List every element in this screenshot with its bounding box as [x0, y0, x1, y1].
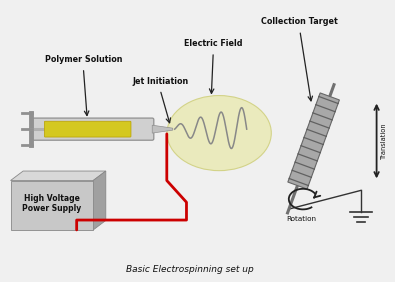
Polygon shape: [93, 171, 106, 230]
FancyBboxPatch shape: [32, 118, 154, 140]
Text: Electric Field: Electric Field: [184, 39, 243, 48]
Polygon shape: [152, 125, 173, 133]
Text: Translation: Translation: [380, 123, 387, 159]
Text: Polymer Solution: Polymer Solution: [45, 55, 122, 64]
FancyBboxPatch shape: [44, 121, 131, 137]
Text: Basic Electrospinning set up: Basic Electrospinning set up: [126, 265, 254, 274]
Text: High Voltage
Power Supply: High Voltage Power Supply: [22, 193, 81, 213]
Text: Collection Target: Collection Target: [261, 17, 338, 27]
Text: Rotation: Rotation: [286, 216, 316, 222]
Text: Jet Initiation: Jet Initiation: [132, 77, 188, 86]
Ellipse shape: [167, 96, 271, 171]
Polygon shape: [11, 171, 106, 180]
Polygon shape: [288, 93, 339, 189]
Polygon shape: [11, 180, 93, 230]
